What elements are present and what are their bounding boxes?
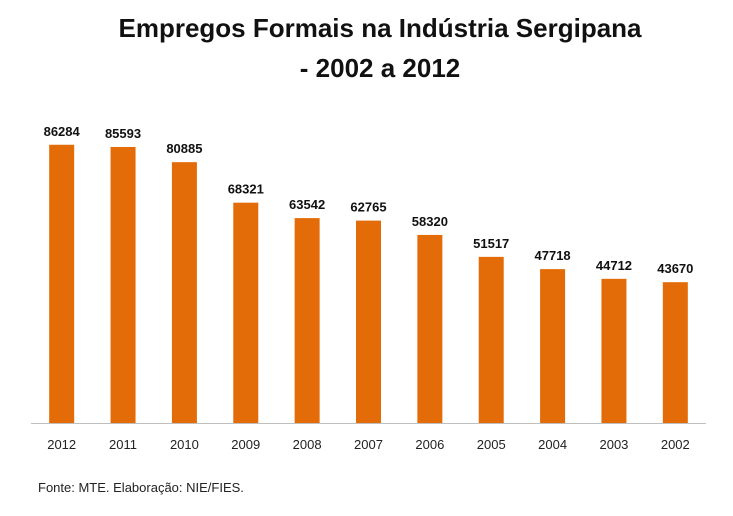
- data-label-2012: 86284: [44, 124, 81, 139]
- x-tick-label-2012: 2012: [47, 437, 76, 452]
- x-tick-label-2002: 2002: [661, 437, 690, 452]
- data-label-2010: 80885: [166, 141, 202, 156]
- bar-2002: [662, 282, 688, 423]
- bar-2010: [171, 162, 197, 424]
- bar-2006: [417, 234, 443, 423]
- x-tick-label-2010: 2010: [170, 437, 199, 452]
- data-label-2005: 51517: [473, 236, 509, 251]
- chart-title-line-1: Empregos Formais na Indústria Sergipana: [118, 13, 642, 43]
- data-label-2002: 43670: [657, 261, 693, 276]
- bar-2009: [233, 202, 259, 423]
- chart-title-line-2: - 2002 a 2012: [299, 53, 461, 83]
- x-tick-label-2009: 2009: [231, 437, 260, 452]
- data-label-2009: 68321: [228, 182, 264, 197]
- bar-2012: [49, 144, 75, 423]
- bar-2007: [356, 220, 381, 423]
- data-label-2006: 58320: [412, 214, 448, 229]
- x-tick-label-2003: 2003: [599, 437, 628, 452]
- bars-group: [49, 144, 688, 424]
- data-label-2011: 85593: [105, 126, 141, 141]
- data-label-2008: 63542: [289, 197, 325, 212]
- x-tick-labels-group: 2012 2011 2010 2009 2008 2007 2006 2005 2004 2003…: [47, 437, 690, 452]
- x-tick-label-2008: 2008: [293, 437, 322, 452]
- data-labels-group: 86284 85593 80885 68321 63542 62765 58320 51517…: [44, 124, 694, 276]
- x-tick-label-2005: 2005: [477, 437, 506, 452]
- x-tick-label-2004: 2004: [538, 437, 567, 452]
- bar-2011: [110, 146, 136, 423]
- bar-2003: [601, 278, 627, 423]
- bar-2008: [294, 218, 320, 423]
- source-note: Fonte: MTE. Elaboração: NIE/FIES.: [38, 480, 244, 495]
- data-label-2003: 44712: [596, 258, 632, 273]
- data-label-2007: 62765: [350, 200, 386, 215]
- x-tick-label-2007: 2007: [354, 437, 383, 452]
- bar-2005: [478, 256, 504, 423]
- data-label-2004: 47718: [535, 248, 571, 263]
- x-tick-label-2006: 2006: [415, 437, 444, 452]
- bar-2004: [540, 269, 566, 423]
- x-tick-label-2011: 2011: [109, 437, 137, 452]
